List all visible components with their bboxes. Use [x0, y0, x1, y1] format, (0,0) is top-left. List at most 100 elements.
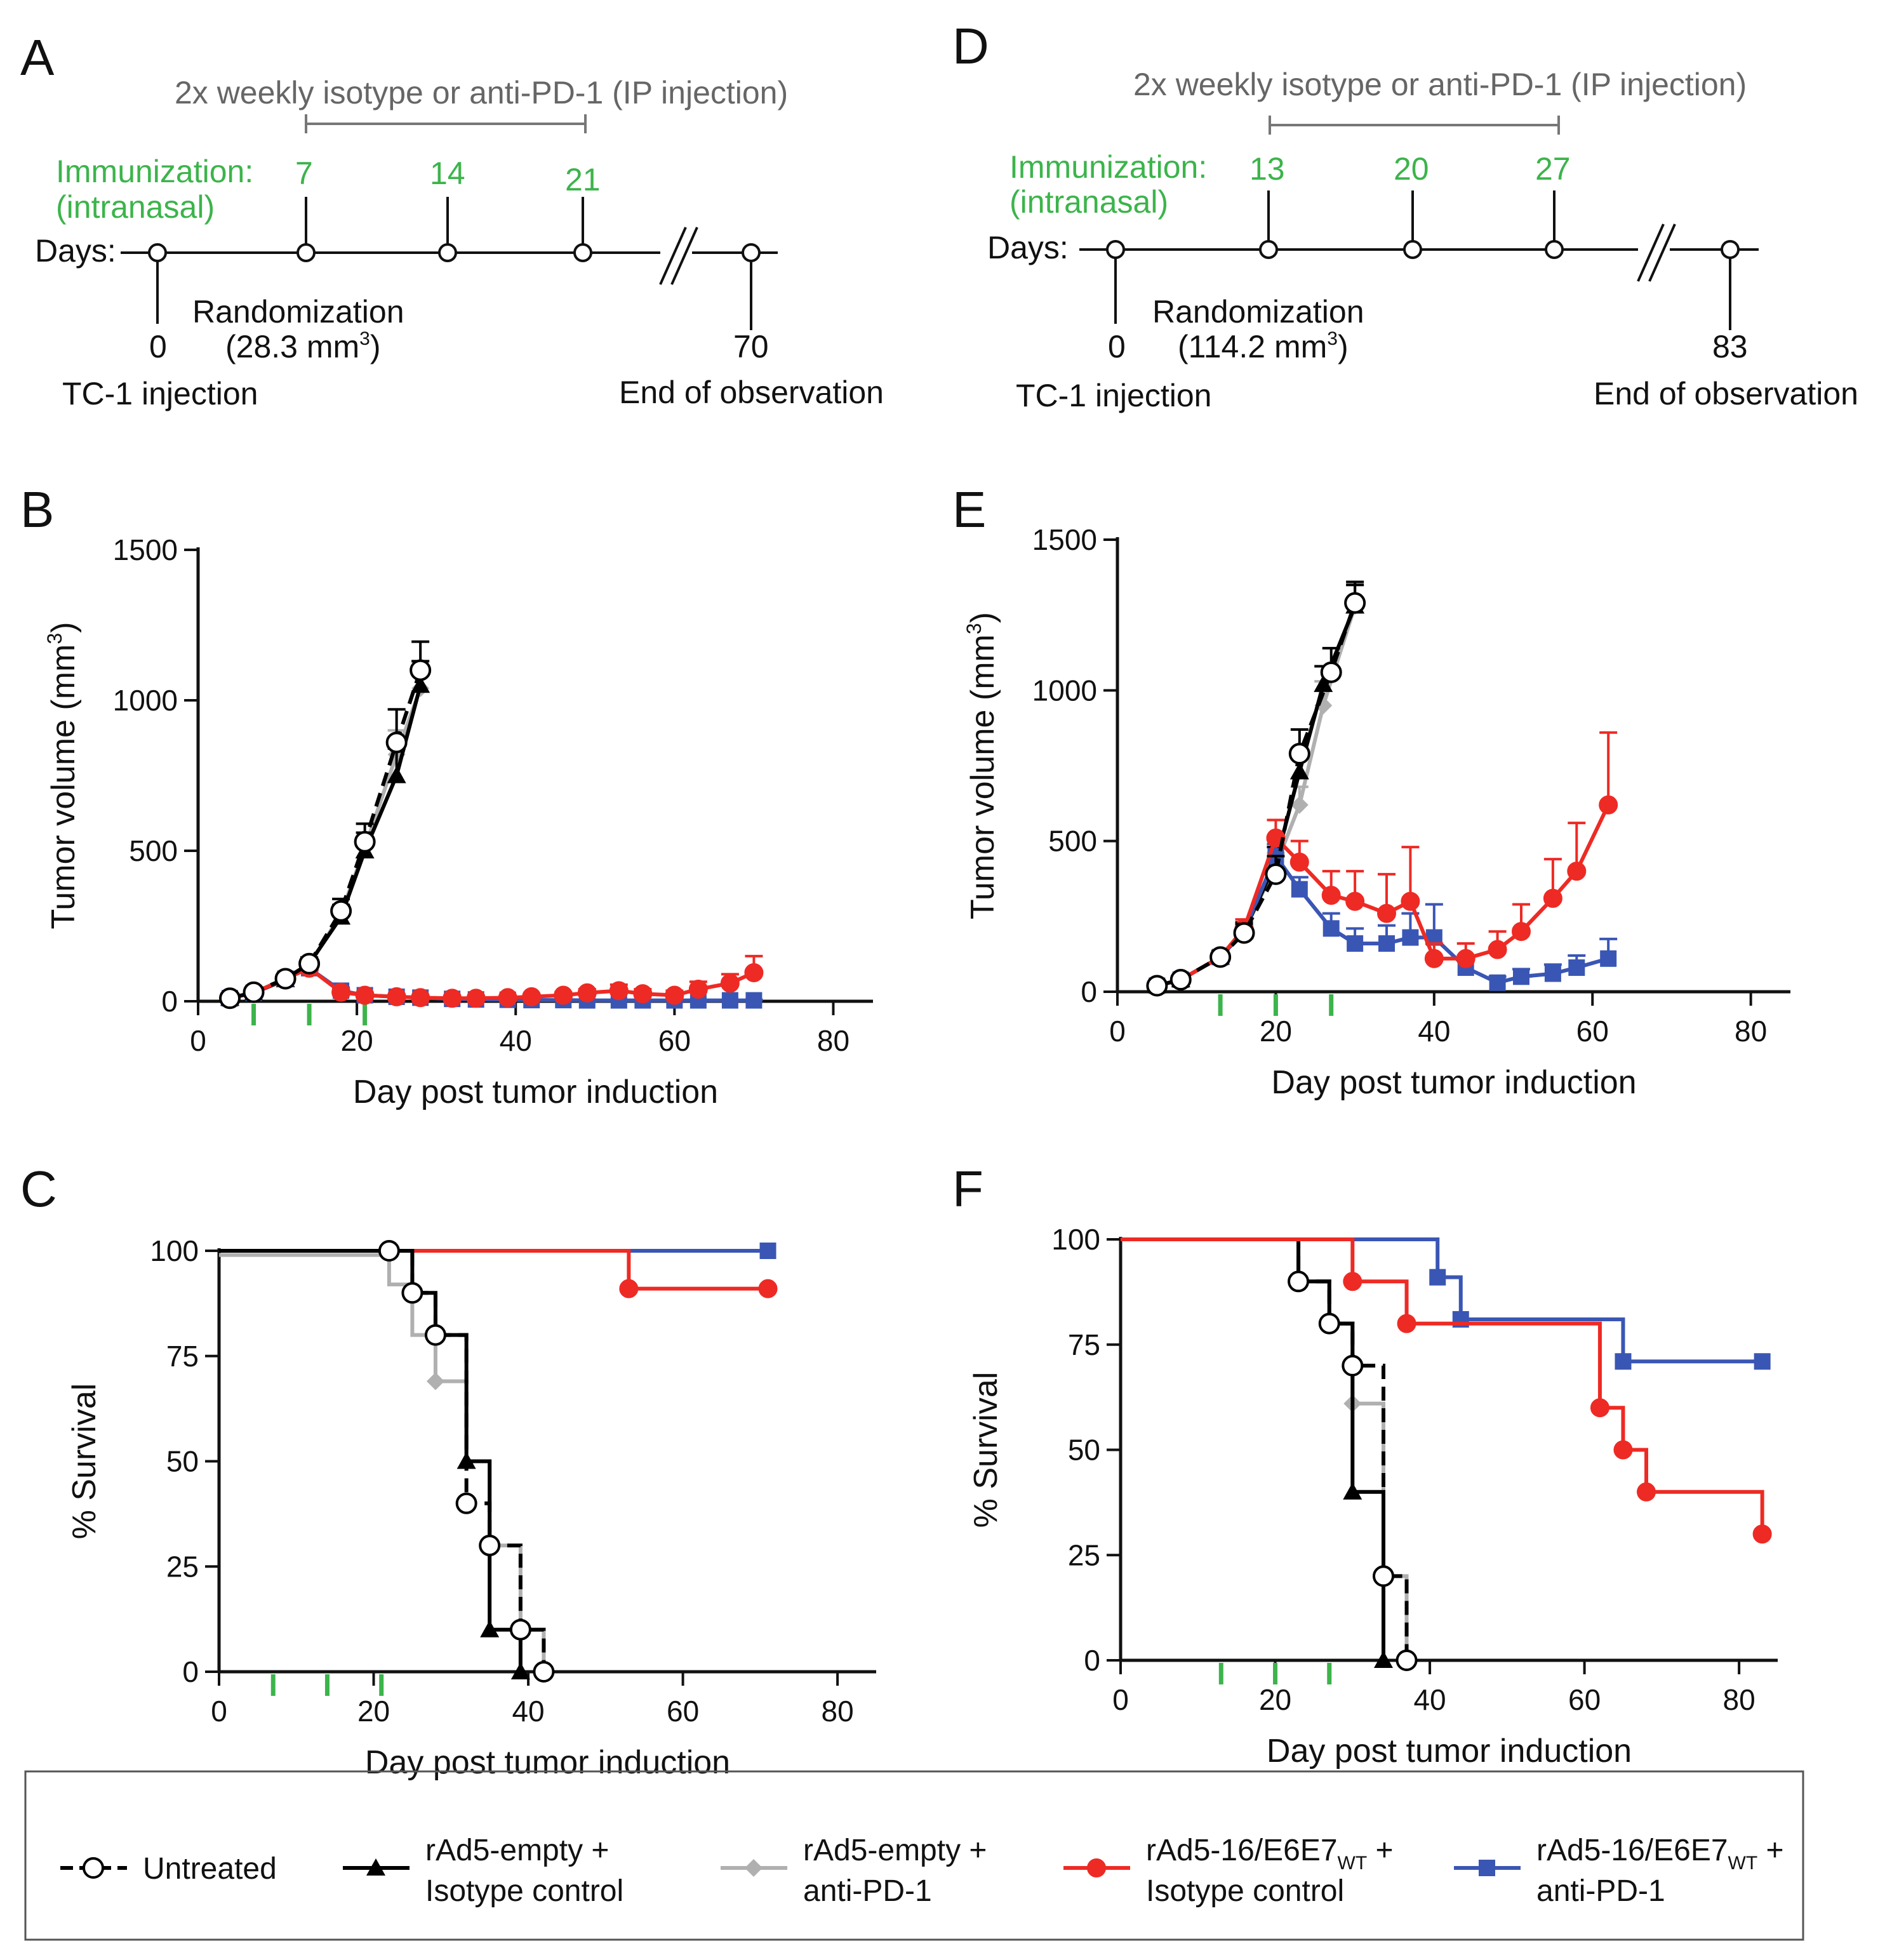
x-axis-title: Day post tumor induction	[353, 1074, 718, 1110]
x-tick-label: 0	[190, 1024, 206, 1057]
data-point	[1600, 950, 1617, 967]
panel-label-e: E	[952, 481, 986, 538]
data-point	[745, 992, 763, 1009]
immunization-day: 7	[295, 156, 313, 191]
immunization-day: 27	[1535, 151, 1571, 187]
x-tick-label: 80	[817, 1024, 849, 1057]
timeline-a: 2x weekly isotype or anti-PD-1 (IP injec…	[35, 75, 884, 411]
legend-marker	[366, 1858, 385, 1876]
data-point	[1265, 863, 1287, 885]
series-empty_iso	[1121, 1237, 1393, 1668]
tumor-volume-chart-b: 0 20 40 60 80 0 500 1000 1500 Day post tumor indu…	[43, 533, 873, 1110]
series-empty_pd1	[219, 1253, 546, 1672]
legend-item-e6e7_iso: rAd5-16/E6E7WT +Isotype control	[1063, 1834, 1394, 1908]
series-line	[229, 684, 423, 1001]
x-tick-label: 40	[1413, 1683, 1446, 1716]
immunization-label: Immunization:	[56, 154, 253, 189]
survival-point	[1343, 1482, 1362, 1500]
legend-label-end: +	[1367, 1834, 1393, 1867]
data-point	[1567, 862, 1587, 881]
y-axis-title: % Survival	[968, 1372, 1004, 1528]
legend-item-empty_pd1: rAd5-empty + anti-PD-1	[721, 1834, 987, 1908]
survival-point	[533, 1661, 555, 1683]
survival-point	[1637, 1482, 1656, 1502]
immunization-label: Immunization:	[1009, 149, 1207, 185]
immunization-day: 21	[565, 162, 601, 197]
x-tick-label: 60	[1568, 1683, 1601, 1716]
survival-point	[480, 1620, 500, 1637]
y-axis-title-text: % Survival	[66, 1383, 103, 1540]
data-point	[633, 984, 653, 1004]
data-point	[1321, 886, 1341, 905]
y-tick-label: 50	[166, 1445, 199, 1478]
end-day: 83	[1712, 329, 1748, 364]
x-tick-label: 20	[341, 1024, 373, 1057]
survival-point	[1343, 1272, 1362, 1291]
data-point	[1544, 965, 1561, 982]
survival-point	[1613, 1440, 1633, 1460]
legend-label-line1: rAd5-16/E6E7WT +	[1536, 1834, 1784, 1874]
legend-marker	[1087, 1858, 1106, 1877]
survival-chart-f: 0 20 40 60 80 0 25 50 75 100 Day post tumor induct…	[968, 1223, 1778, 1770]
data-point	[1347, 935, 1364, 952]
data-point	[466, 989, 486, 1008]
data-point	[1488, 940, 1507, 959]
legend-label-line1: rAd5-empty +	[803, 1834, 987, 1867]
data-point	[1314, 674, 1333, 692]
y-axis-title-sup: 3	[43, 633, 66, 644]
y-tick-label: 75	[1068, 1328, 1100, 1361]
randomization-label: Randomization	[192, 294, 404, 330]
end-label: End of observation	[619, 375, 884, 410]
legend-label-text: rAd5-16/E6E7	[1536, 1834, 1728, 1867]
data-point	[522, 987, 542, 1006]
start-day: 0	[149, 329, 167, 364]
x-tick-label: 40	[512, 1695, 544, 1728]
survival-point	[1615, 1353, 1632, 1370]
y-tick-label: 0	[182, 1655, 199, 1688]
legend-label: Untreated	[143, 1852, 277, 1886]
immunization-day: 14	[430, 156, 465, 191]
panel-label-a: A	[20, 29, 55, 86]
data-point	[1345, 891, 1365, 911]
data-point	[721, 992, 738, 1009]
data-point	[1288, 743, 1310, 765]
panel-label-d: D	[952, 18, 989, 74]
series-empty_iso	[219, 1249, 530, 1679]
x-axis-title: Day post tumor induction	[365, 1744, 730, 1781]
legend-label-line2: anti-PD-1	[803, 1874, 932, 1908]
survival-point	[1342, 1354, 1364, 1377]
data-point	[1233, 922, 1255, 944]
x-tick-label: 20	[357, 1695, 390, 1728]
treatment-label: 2x weekly isotype or anti-PD-1 (IP injec…	[1133, 67, 1747, 102]
y-tick-label: 1000	[1032, 674, 1097, 707]
immunization-day: 13	[1249, 151, 1285, 187]
series-line	[229, 669, 423, 1001]
x-tick-label: 60	[1576, 1015, 1609, 1048]
end-day: 70	[733, 329, 769, 364]
x-tick-label: 80	[822, 1695, 854, 1728]
data-point	[1568, 959, 1585, 977]
survival-point	[455, 1492, 477, 1514]
timeline-d: 2x weekly isotype or anti-PD-1 (IP injec…	[987, 67, 1858, 413]
start-label: TC-1 injection	[62, 376, 258, 411]
survival-point	[1374, 1651, 1393, 1668]
survival-point	[479, 1535, 501, 1557]
data-point	[1513, 968, 1529, 985]
survival-point	[1590, 1398, 1609, 1418]
immunization-route-label: (intranasal)	[1009, 184, 1168, 220]
data-point	[688, 980, 708, 999]
data-point	[1402, 929, 1419, 946]
tumor-volume-chart-e: 0 20 40 60 80 0 500 1000 1500 Day post tumor indu…	[963, 523, 1790, 1101]
legend-label-sub: WT	[1338, 1853, 1368, 1874]
data-point	[1456, 949, 1476, 968]
data-point	[1512, 922, 1531, 942]
legend-label-sub: WT	[1728, 1853, 1758, 1874]
days-label: Days:	[987, 230, 1069, 265]
error-bar	[1599, 731, 1618, 805]
data-point	[355, 985, 375, 1005]
series-untreated	[1146, 580, 1366, 997]
series-empty_iso	[220, 660, 430, 1006]
y-tick-label: 25	[1068, 1538, 1100, 1571]
